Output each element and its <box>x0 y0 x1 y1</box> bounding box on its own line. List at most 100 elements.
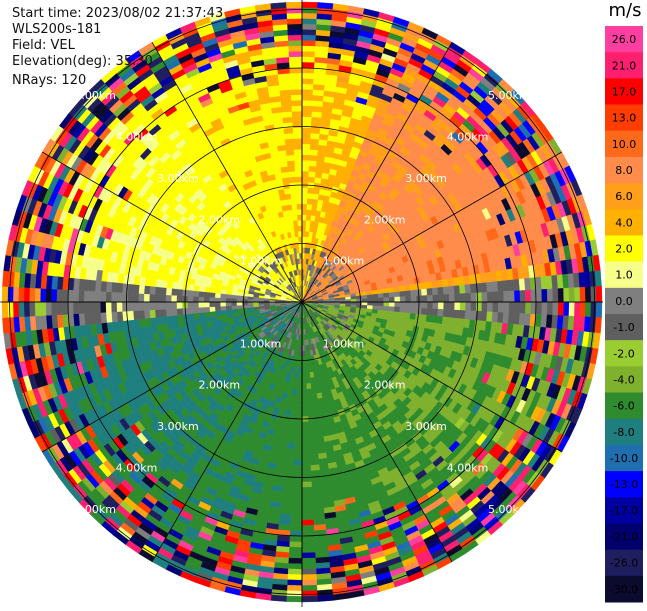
radar-cell <box>302 438 309 444</box>
radar-cell <box>302 422 309 428</box>
radar-cell <box>302 493 312 499</box>
radar-cell <box>295 237 299 243</box>
radar-cell <box>283 481 293 487</box>
radar-cell <box>193 291 199 297</box>
radar-cell <box>294 226 298 232</box>
radar-cell <box>444 294 450 302</box>
radar-cell <box>357 299 363 302</box>
radar-cell <box>288 210 293 216</box>
radar-cell <box>298 220 302 226</box>
radar-cell <box>302 520 314 526</box>
radar-cell <box>106 292 112 302</box>
radar-cell <box>422 302 428 309</box>
radar-cell <box>285 139 294 145</box>
radar-cell <box>226 306 232 310</box>
radar-cell <box>362 299 368 302</box>
radar-cell <box>290 525 302 531</box>
radar-cell <box>509 302 515 313</box>
radar-cell <box>411 302 417 308</box>
radar-cell <box>297 215 302 221</box>
radar-cell <box>282 106 293 112</box>
radar-cell <box>308 188 314 194</box>
radar-cell <box>111 312 117 322</box>
radar-cell <box>299 357 302 363</box>
radar-cell <box>284 133 293 139</box>
radar-cell <box>399 286 405 292</box>
radar-cell <box>199 307 205 313</box>
radar-cell <box>291 498 302 504</box>
radar-cell <box>237 299 243 302</box>
radar-cell <box>298 367 302 373</box>
radar-cell <box>290 520 302 526</box>
radar-cell <box>177 289 183 296</box>
radar-cell <box>302 95 313 101</box>
radar-cell <box>171 295 177 302</box>
radar-cell <box>139 310 145 319</box>
radar-cell <box>295 427 302 433</box>
radar-cell <box>308 411 314 417</box>
radar-cell <box>305 367 309 373</box>
radar-cell <box>292 106 302 112</box>
radar-cell <box>295 433 302 439</box>
radar-cell <box>497 281 503 292</box>
radar-cell <box>166 295 172 302</box>
radar-cell <box>226 298 232 302</box>
radar-cell <box>493 302 499 312</box>
radar-cell <box>78 290 84 302</box>
radar-cell <box>302 411 308 417</box>
radar-cell <box>302 384 307 390</box>
radar-cell <box>400 297 406 302</box>
radar-cell <box>302 367 306 373</box>
radar-cell <box>133 302 139 311</box>
radar-cell <box>306 215 311 221</box>
radar-cell <box>311 117 321 123</box>
radar-cell <box>302 395 307 401</box>
radar-cell <box>357 302 363 305</box>
radar-cell <box>296 406 302 412</box>
radar-cell <box>443 287 449 295</box>
radar-cell <box>305 351 308 357</box>
radar-cell <box>400 291 406 297</box>
radar-cell <box>144 302 150 310</box>
radar-cell <box>309 155 317 161</box>
radar-cell <box>432 288 438 295</box>
radar-cell <box>520 290 526 302</box>
radar-cell <box>288 166 295 172</box>
radar-cell <box>460 302 466 311</box>
radar-cell <box>117 292 123 302</box>
radar-cell <box>226 302 232 306</box>
radar-cell <box>302 509 313 515</box>
radar-cell <box>284 128 293 134</box>
radar-cell <box>389 292 395 297</box>
radar-cell <box>438 287 444 295</box>
radar-cell <box>231 305 237 309</box>
radar-cell <box>309 427 316 433</box>
radar-cell <box>149 302 155 310</box>
radar-cell <box>312 399 318 405</box>
radar-cell <box>291 89 302 95</box>
radar-cell <box>166 288 172 295</box>
radar-cell <box>286 449 294 455</box>
radar-cell <box>302 209 307 215</box>
radar-cell <box>307 394 312 400</box>
radar-cell <box>405 307 411 313</box>
radar-cell <box>312 486 322 492</box>
radar-cell <box>293 133 302 139</box>
radar-cell <box>215 302 221 307</box>
radar-cell <box>111 302 117 312</box>
radar-cell <box>289 421 296 427</box>
radar-cell <box>281 497 292 503</box>
radar-cell <box>100 302 106 313</box>
radar-cell <box>307 405 313 411</box>
radar-cell <box>465 311 471 320</box>
radar-cell <box>302 525 314 531</box>
radar-cell <box>302 138 311 144</box>
radar-cell <box>291 504 302 510</box>
radar-cell <box>294 455 302 461</box>
radar-cell <box>383 288 389 293</box>
radar-cell <box>310 139 319 145</box>
radar-cell <box>220 306 226 311</box>
radar-cell <box>199 291 205 297</box>
